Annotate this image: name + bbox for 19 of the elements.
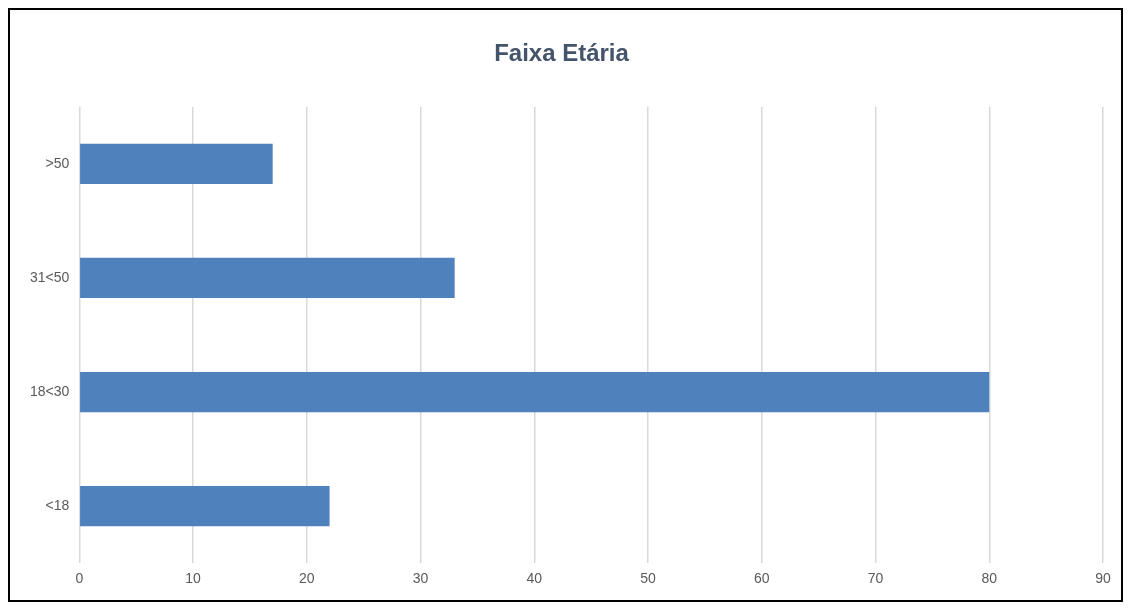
chart-title: Faixa Etária bbox=[494, 39, 630, 67]
y-tick-label: <18 bbox=[45, 497, 70, 514]
x-tick-label: 30 bbox=[412, 570, 429, 587]
x-tick-label: 40 bbox=[526, 570, 543, 587]
x-tick-label: 80 bbox=[981, 570, 998, 587]
x-tick-label: 0 bbox=[75, 570, 84, 587]
y-tick-label: 31<50 bbox=[29, 268, 70, 285]
x-tick-label: 60 bbox=[753, 570, 770, 587]
bar bbox=[80, 371, 990, 413]
x-tick-label: 20 bbox=[299, 570, 315, 587]
bar bbox=[80, 257, 455, 299]
y-tick-label: 18<30 bbox=[29, 382, 70, 399]
x-tick-label: 70 bbox=[867, 570, 884, 587]
y-tick-label: >50 bbox=[45, 154, 70, 171]
x-tick-label: 90 bbox=[1095, 570, 1111, 587]
bar bbox=[80, 486, 330, 527]
bar bbox=[80, 143, 273, 184]
x-tick-label: 10 bbox=[185, 570, 202, 587]
x-tick-label: 50 bbox=[640, 570, 657, 587]
